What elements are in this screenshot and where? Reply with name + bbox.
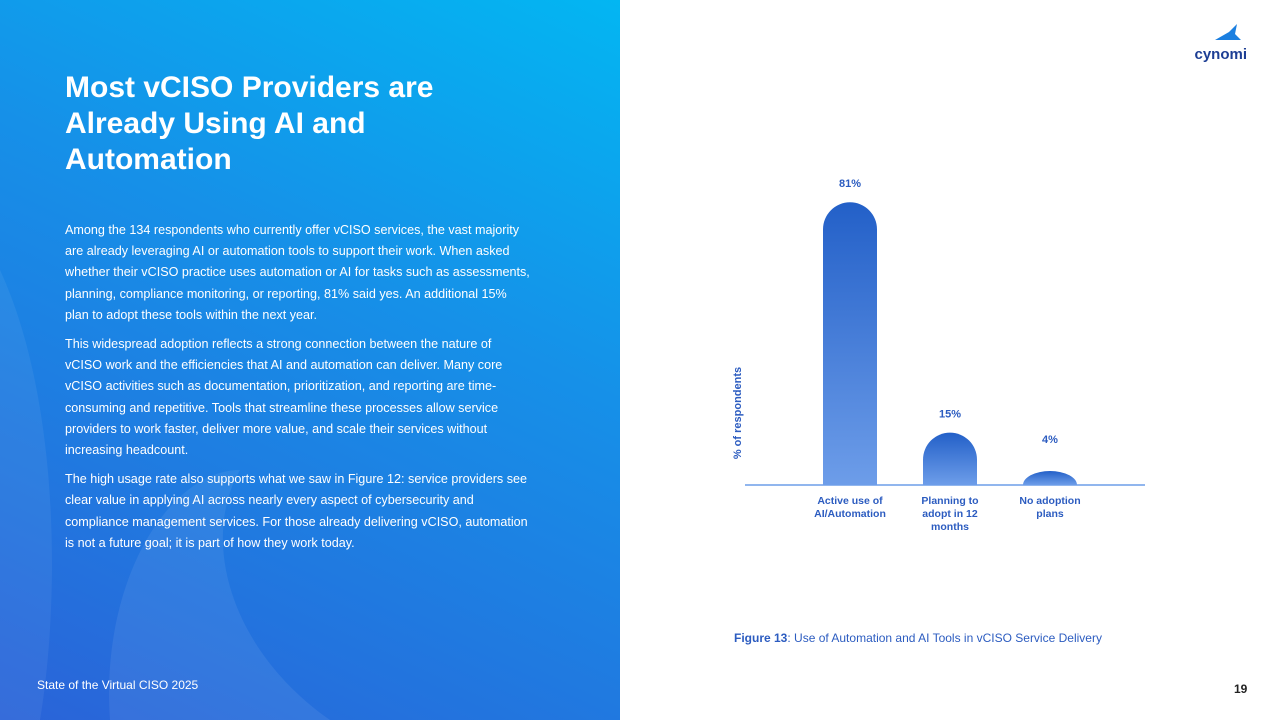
page-number: 19 (1234, 682, 1248, 696)
report-name: State of the Virtual CISO 2025 (37, 678, 199, 692)
left-panel: Most vCISO Providers are Already Using A… (0, 0, 620, 720)
value-label: 15% (939, 409, 961, 421)
decoration (0, 270, 330, 720)
caption-text: : Use of Automation and AI Tools in vCIS… (787, 631, 1102, 645)
bar (1023, 471, 1077, 485)
x-tick-label: Active use of AI/Automation (814, 495, 886, 520)
title: Most vCISO Providers are Already Using A… (65, 71, 434, 176)
logo-text: cynomi (1194, 46, 1247, 63)
x-tick-label: Planning to adopt in 12 months (921, 495, 979, 533)
figure-label: Figure 13 (734, 631, 788, 645)
bar (923, 432, 977, 485)
paragraph: This widespread adoption reflects a stro… (65, 337, 503, 458)
paragraph: The high usage rate also supports what w… (65, 472, 528, 550)
figure-caption: Figure 13: Use of Automation and AI Tool… (734, 631, 1102, 645)
x-tick-label: No adoption plans (1019, 495, 1081, 520)
logo-icon (1215, 24, 1241, 40)
y-axis-label: % of respondents (732, 367, 744, 459)
bar (823, 202, 877, 485)
paragraph: Among the 134 respondents who currently … (65, 223, 530, 322)
body-text: Among the 134 respondents who currently … (65, 220, 530, 562)
value-label: 4% (1042, 434, 1058, 446)
logo: cynomi (1194, 24, 1247, 63)
value-label: 81% (839, 178, 861, 190)
